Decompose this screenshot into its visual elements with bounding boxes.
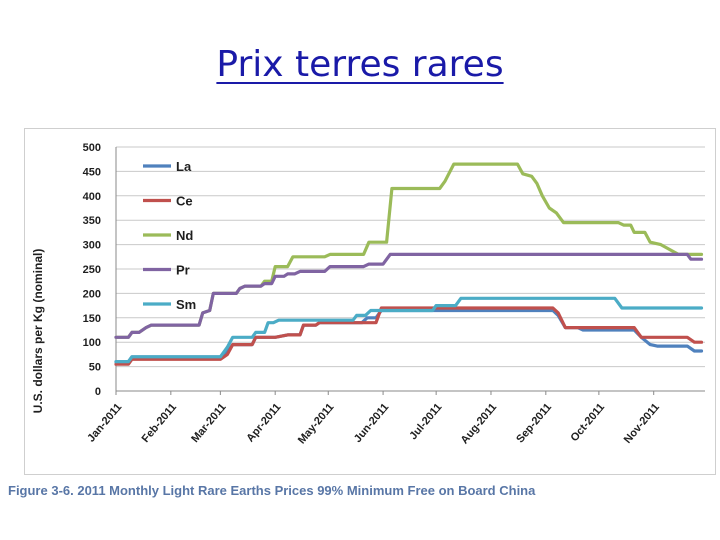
y-tick-label: 100	[83, 337, 101, 349]
x-tick-label: Jun-2011	[352, 401, 391, 445]
x-tick-label: Aug-2011	[459, 401, 500, 446]
line-chart: 0 50 100 150 200 250 300 350 400 450 500 Jan-2011 F…	[31, 142, 705, 446]
y-tick-label: 200	[83, 288, 101, 300]
legend-label-la: La	[176, 159, 192, 174]
y-axis-label: U.S. dollars per Kg (nominal)	[31, 249, 45, 414]
y-tick-label: 350	[83, 215, 101, 227]
x-tick-label: Oct-2011	[568, 401, 607, 444]
slide-title: Prix terres rares	[216, 44, 504, 85]
y-tick-label: 50	[89, 362, 101, 374]
legend-label-sm: Sm	[176, 297, 196, 312]
series-lines	[114, 162, 704, 366]
x-tick-label: Sep-2011	[514, 401, 554, 445]
x-tick-label: Nov-2011	[622, 401, 662, 446]
x-tick-label: Mar-2011	[189, 401, 228, 445]
x-tick-label: Jul-2011	[407, 401, 444, 442]
gridlines	[116, 146, 705, 368]
x-tick-label: Jan-2011	[85, 401, 124, 444]
x-tick-label: May-2011	[296, 401, 337, 446]
legend-label-pr: Pr	[176, 263, 190, 278]
legend-label-ce: Ce	[176, 194, 193, 209]
x-axis: Jan-2011 Feb-2011 Mar-2011 Apr-2011 May-2011…	[85, 390, 705, 446]
y-tick-label: 500	[83, 142, 101, 154]
x-tick-label: Feb-2011	[140, 401, 179, 445]
y-tick-label: 250	[83, 264, 101, 276]
x-tick-label: Apr-2011	[244, 401, 283, 444]
y-tick-label: 0	[95, 386, 101, 398]
chart-panel: 0 50 100 150 200 250 300 350 400 450 500 Jan-2011 F…	[24, 128, 716, 475]
y-tick-label: 400	[83, 191, 101, 203]
series-line-pr	[114, 252, 704, 339]
y-tick-label: 300	[83, 240, 101, 252]
y-tick-label: 450	[83, 166, 101, 178]
legend: La Ce Nd Pr Sm	[143, 159, 196, 312]
series-line-ce	[114, 306, 704, 366]
series-line-sm	[114, 296, 704, 364]
legend-label-nd: Nd	[176, 228, 193, 243]
y-axis: 0 50 100 150 200 250 300 350 400 450 500	[83, 142, 117, 398]
y-tick-label: 150	[83, 313, 101, 325]
figure-caption: Figure 3-6. 2011 Monthly Light Rare Eart…	[8, 483, 536, 498]
